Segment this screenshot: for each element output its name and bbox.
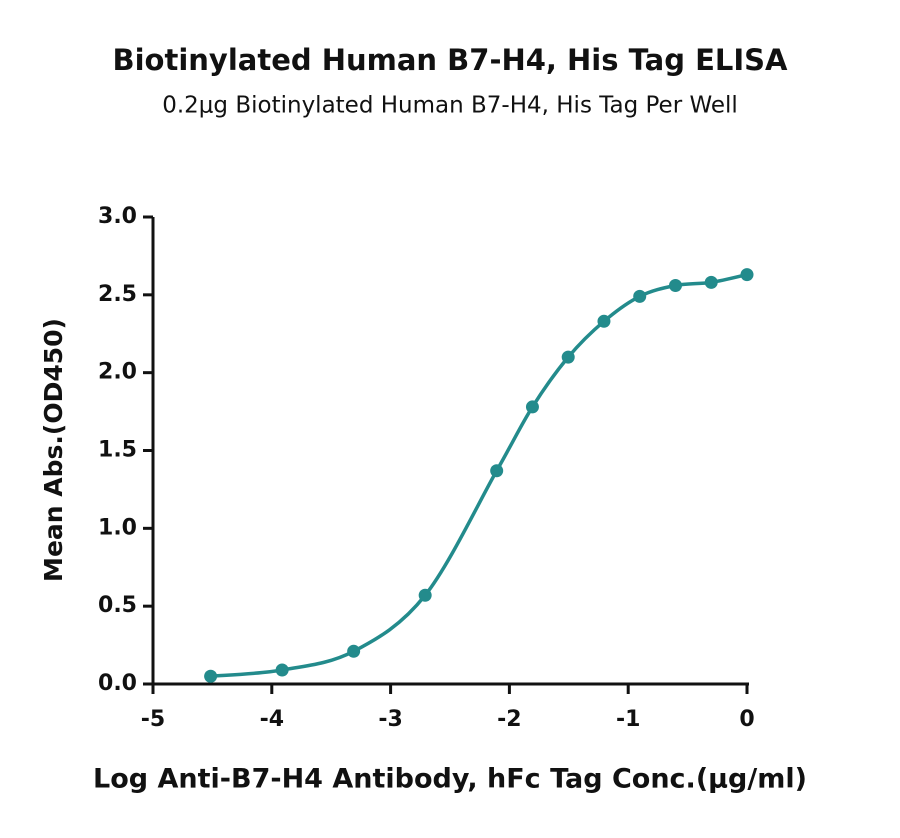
fit-curve — [210, 272, 748, 678]
y-tick-label: 1.0 — [98, 515, 137, 540]
data-point — [525, 400, 539, 414]
y-tick-label: 1.5 — [98, 438, 137, 463]
x-tick-label: -5 — [141, 707, 165, 732]
data-point — [204, 669, 218, 683]
x-tick-label: -3 — [378, 707, 402, 732]
x-tick-label: 0 — [739, 707, 754, 732]
y-axis-label: Mean Abs.(OD450) — [39, 318, 68, 582]
y-tick-label: 2.0 — [98, 360, 137, 385]
data-point — [561, 350, 575, 364]
y-tick-label: 0.0 — [98, 671, 137, 696]
data-point — [633, 289, 647, 303]
data-point — [418, 588, 432, 602]
x-tick-label: -2 — [497, 707, 521, 732]
x-axis-label: Log Anti-B7-H4 Antibody, hFc Tag Conc.(μ… — [93, 764, 807, 795]
chart-subtitle: 0.2μg Biotinylated Human B7-H4, His Tag … — [162, 93, 738, 119]
data-point — [668, 278, 682, 292]
data-point — [597, 314, 611, 328]
x-tick-label: -4 — [260, 707, 284, 732]
y-tick-label: 3.0 — [98, 204, 137, 229]
data-point — [347, 644, 361, 658]
chart-title: Biotinylated Human B7-H4, His Tag ELISA — [113, 43, 789, 77]
data-point — [740, 268, 754, 282]
data-point — [704, 275, 718, 289]
x-tick-label: -1 — [616, 707, 640, 732]
y-tick-label: 0.5 — [98, 593, 137, 618]
data-point — [490, 464, 504, 478]
data-point — [275, 663, 289, 677]
y-tick-label: 2.5 — [98, 282, 137, 307]
